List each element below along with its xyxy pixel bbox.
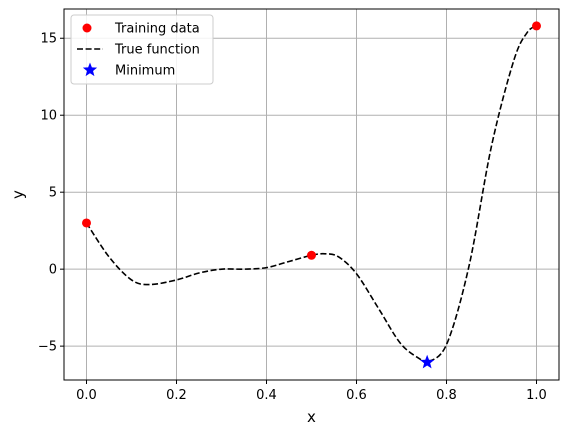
x-tick-label: 1.0 [526,388,547,403]
legend-label-training-data: Training data [114,22,200,37]
x-tick-label: 0.8 [436,388,457,403]
legend-box [70,14,214,85]
training-data-point [307,250,316,260]
legend-marker-minimum [82,62,98,77]
y-tick-label: 0 [49,263,57,278]
minimum-point [420,354,435,369]
x-axis-label: x [307,408,316,426]
training-data-point [82,218,91,228]
legend: Training data True function Minimum [70,14,214,85]
x-tick-label: 0.6 [346,388,367,403]
x-tick-label: 0.2 [166,388,187,403]
training-data-point [532,21,541,31]
legend-marker-training-data [82,23,92,33]
plot-frame [63,8,560,381]
legend-label-true-function: True function [114,43,200,58]
legend-label-minimum: Minimum [115,64,175,79]
y-tick-label: 5 [49,186,57,201]
y-tick-label: −5 [38,340,57,355]
x-tick-label: 0.0 [76,388,97,403]
y-tick-label: 10 [40,109,57,124]
axis-ticks: 0.0 0.2 0.4 0.6 0.8 1.0 −5 0 5 10 15 [38,32,547,403]
y-axis-label: y [9,190,27,199]
x-tick-label: 0.4 [256,388,277,403]
plot-series [82,21,541,369]
true-function-line [85,25,537,365]
y-tick-label: 15 [40,32,57,47]
